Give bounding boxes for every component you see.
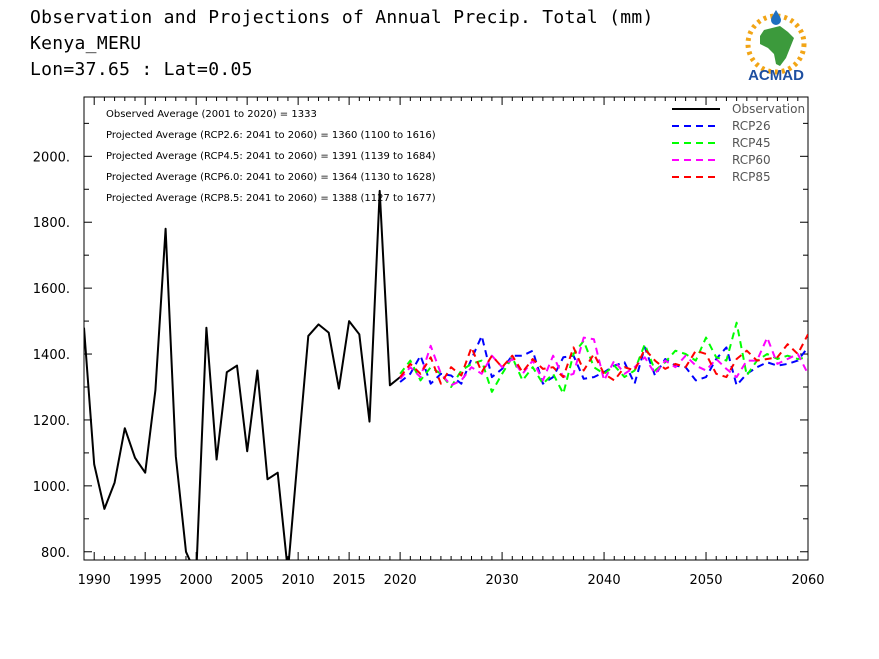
y-tick-label: 800. [41,546,70,561]
x-tick-label: 1990 [78,573,111,588]
series-line-rcp45 [399,321,808,395]
acmad-logo: ACMAD [745,10,807,84]
y-tick-label: 2000. [33,150,70,165]
y-tick-label: 1800. [33,216,70,231]
x-tick-label: 2040 [588,573,621,588]
location-name: Kenya_MERU [30,33,142,54]
x-tick-label: 2005 [231,573,264,588]
africa-map-icon [760,26,794,66]
y-tick-label: 1000. [33,480,70,495]
legend-label-rcp45: RCP45 [732,136,771,150]
water-drop-icon [771,10,781,25]
x-tick-label: 2030 [486,573,519,588]
chart-title: Observation and Projections of Annual Pr… [30,7,654,28]
series-line-rcp60 [399,336,808,387]
x-tick-label: 2020 [384,573,417,588]
average-annotation: Observed Average (2001 to 2020) = 1333 [106,109,317,120]
average-annotation: Projected Average (RCP4.5: 2041 to 2060)… [106,151,436,162]
acmad-logo-text: ACMAD [748,67,804,84]
legend-label-rcp26: RCP26 [732,119,771,133]
x-tick-label: 2015 [333,573,366,588]
legend-label-rcp60: RCP60 [732,153,771,167]
legend-label-observation: Observation [732,102,805,116]
series-line-observation [84,189,401,560]
sun-rays-icon [745,13,807,75]
plot-frame [83,96,809,561]
x-tick-label: 2010 [282,573,315,588]
y-tick-label: 1200. [33,414,70,429]
x-tick-label: 2050 [689,573,722,588]
x-tick-label: 1995 [129,573,162,588]
x-tick-label: 2060 [791,573,824,588]
x-tick-label: 2000 [180,573,213,588]
y-tick-label: 1600. [33,282,70,297]
y-tick-label: 1400. [33,348,70,363]
average-annotation: Projected Average (RCP8.5: 2041 to 2060)… [106,193,436,204]
legend-label-rcp85: RCP85 [732,170,771,184]
average-annotation: Projected Average (RCP6.0: 2041 to 2060)… [106,172,436,183]
series-line-rcp26 [399,334,808,387]
series-group [84,189,808,560]
coordinates-label: Lon=37.65 : Lat=0.05 [30,59,253,80]
average-annotation: Projected Average (RCP2.6: 2041 to 2060)… [106,130,436,141]
series-line-rcp85 [399,333,808,385]
